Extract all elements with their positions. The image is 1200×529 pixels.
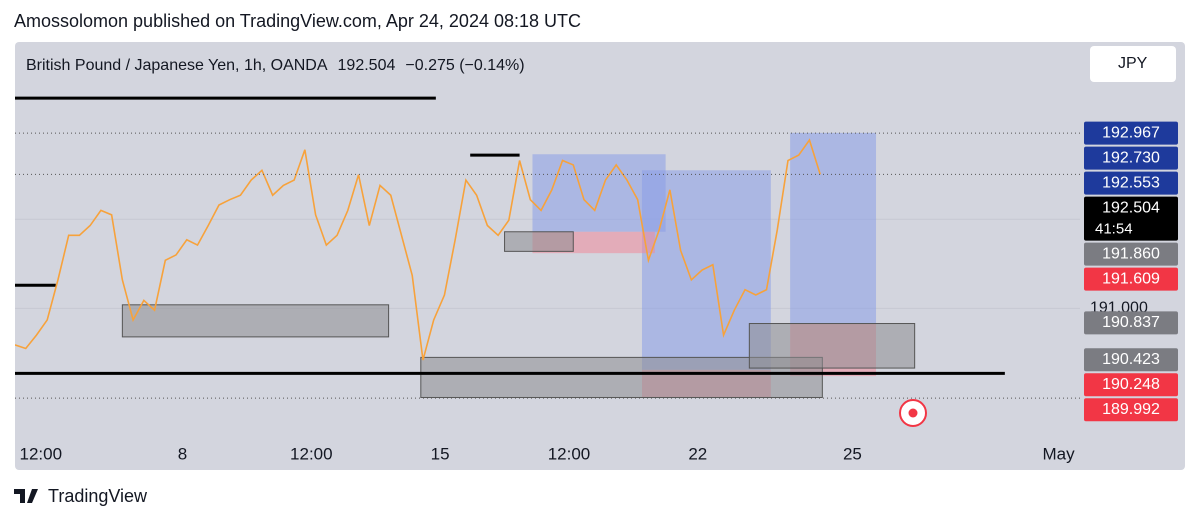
price-label: 190.837: [1102, 314, 1160, 331]
price-label: 189.992: [1102, 401, 1160, 418]
currency-box[interactable]: [1090, 46, 1176, 82]
chart-panel: [15, 42, 1185, 470]
x-tick-label: 22: [688, 444, 707, 463]
zone: [121, 304, 390, 338]
price-label-box: [1084, 196, 1178, 241]
price-label-box: [1084, 242, 1178, 266]
price-label: 192.967: [1102, 124, 1160, 141]
price-label: 192.504: [1102, 199, 1160, 216]
price-label: 192.553: [1102, 174, 1160, 191]
x-tick-label: 15: [431, 444, 450, 463]
logo-mark: [14, 489, 38, 503]
currency[interactable]: JPY: [1118, 55, 1148, 72]
last-price: 192.504: [338, 57, 396, 74]
price-label-box: [1084, 398, 1178, 422]
price-label-box: [1084, 348, 1178, 372]
x-tick-label: May: [1042, 444, 1075, 463]
symbol: British Pound / Japanese Yen, 1h, OANDA: [26, 57, 328, 74]
replay-dot: [908, 408, 918, 418]
footer-brand: TradingView: [48, 486, 148, 506]
change: −0.275 (−0.14%): [405, 57, 524, 74]
logo: [14, 489, 38, 503]
price-label-box: [1084, 171, 1178, 195]
header: Amossolomon published on TradingView.com…: [14, 11, 581, 31]
price-label-box: [1084, 311, 1178, 335]
x-tick-label: 25: [843, 444, 862, 463]
price-label: 190.248: [1102, 376, 1160, 393]
zone: [748, 323, 916, 369]
price-label-box: [1084, 267, 1178, 291]
price-label: 191.609: [1102, 270, 1160, 287]
x-tick-label: 12:00: [290, 444, 333, 463]
chart-title: British Pound / Japanese Yen, 1h, OANDA 1…: [26, 57, 525, 74]
price-label-box: [1084, 121, 1178, 145]
price-line: [15, 138, 821, 361]
price-label: 191.860: [1102, 245, 1160, 262]
zone: [504, 231, 574, 252]
price-label-box: [1084, 373, 1178, 397]
x-tick-label: 12:00: [19, 444, 62, 463]
price-label: 192.730: [1102, 149, 1160, 166]
plot: [15, 96, 1080, 399]
price-label-box: [1084, 146, 1178, 170]
zone: [790, 132, 877, 324]
price-label: 190.423: [1102, 351, 1160, 368]
countdown: 41:54: [1095, 221, 1133, 238]
x-tick-label: 12:00: [548, 444, 591, 463]
x-tick-label: 8: [178, 444, 187, 463]
